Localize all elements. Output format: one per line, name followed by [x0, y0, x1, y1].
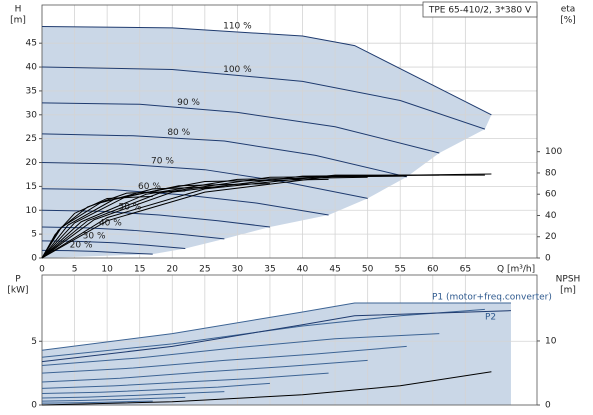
curve-label: 100 % — [223, 65, 252, 75]
curve — [41, 310, 511, 363]
curve — [41, 400, 153, 404]
y2-tick-label: 80 — [545, 168, 557, 178]
operating-range — [42, 303, 511, 405]
annotation: P1 (motor+freq.converter) — [432, 293, 552, 303]
x-tick-label: 0 — [39, 265, 45, 275]
y-tick-label: 10 — [26, 206, 38, 216]
secondary-curve — [41, 175, 407, 259]
secondary-curve — [41, 371, 492, 406]
x-tick-label: 45 — [329, 265, 340, 275]
x-tick-label: 40 — [297, 265, 309, 275]
y-tick-label: 40 — [26, 63, 38, 73]
y-axis-unit: [kW] — [7, 286, 28, 296]
y2-tick-label: 40 — [545, 211, 557, 221]
curve-label: 50 % — [118, 203, 141, 213]
operating-range — [42, 26, 492, 258]
x-tick-label: 60 — [427, 265, 439, 275]
x-tick-label: 55 — [394, 265, 405, 275]
curve — [41, 249, 153, 255]
y2-axis-unit: [m] — [560, 286, 576, 296]
curve — [41, 359, 368, 383]
y-tick-label: 5 — [31, 230, 37, 240]
x-tick-label: 5 — [72, 265, 78, 275]
y-tick-label: 35 — [26, 86, 37, 96]
y-tick-label: 5 — [31, 337, 37, 347]
x-tick-label: 25 — [199, 265, 210, 275]
chart-title: TPE 65-410/2, 3*380 V — [428, 6, 532, 16]
curve-label: 60 % — [138, 182, 161, 192]
plot-frame — [41, 4, 538, 259]
y-tick-label: 30 — [26, 110, 38, 120]
y2-tick-label: 60 — [545, 190, 557, 200]
curve — [41, 240, 186, 249]
y2-axis-label: eta — [561, 5, 576, 15]
curve — [41, 391, 225, 399]
x-axis-label: Q [m³/h] — [497, 265, 535, 275]
y-tick-label: 20 — [26, 158, 38, 168]
y-axis-label: P — [15, 275, 21, 285]
y2-tick-label: 10 — [545, 336, 557, 346]
curve — [41, 302, 511, 351]
title-box — [422, 1, 538, 18]
curve — [41, 333, 440, 366]
curve-label: 80 % — [167, 128, 190, 138]
secondary-curve — [41, 195, 153, 259]
curve — [41, 66, 486, 130]
curve — [41, 162, 368, 199]
secondary-curve — [41, 176, 368, 259]
curve — [41, 396, 186, 402]
curve — [41, 382, 270, 395]
x-tick-label: 20 — [167, 265, 179, 275]
curve — [41, 25, 492, 116]
y2-tick-label: 20 — [545, 232, 557, 242]
x-tick-label: 35 — [264, 265, 275, 275]
curve — [41, 226, 225, 240]
y-tick-label: 15 — [26, 182, 37, 192]
y-tick-label: 0 — [31, 401, 37, 411]
y-tick-label: 25 — [26, 134, 37, 144]
y-axis-label: H — [15, 5, 22, 15]
curve-label: 30 % — [83, 232, 106, 242]
curve-label: 70 % — [151, 156, 174, 166]
y2-tick-label: 100 — [545, 147, 562, 157]
curve — [41, 133, 407, 178]
curve — [41, 345, 407, 374]
y2-axis-label: NPSH — [556, 275, 581, 285]
curve-label: 20 % — [70, 240, 93, 250]
curve — [41, 372, 329, 389]
curve-label: 90 % — [177, 98, 200, 108]
x-tick-label: 50 — [362, 265, 374, 275]
y-tick-label: 45 — [26, 39, 37, 49]
curve-label: 40 % — [99, 219, 122, 229]
curve-label: 110 % — [223, 21, 252, 31]
x-tick-label: 15 — [134, 265, 145, 275]
y-tick-label: 0 — [31, 254, 37, 264]
x-tick-label: 30 — [232, 265, 244, 275]
y2-axis-unit: [%] — [560, 16, 576, 26]
secondary-curve — [41, 174, 440, 259]
x-tick-label: 65 — [460, 265, 471, 275]
annotation: P2 — [485, 313, 496, 323]
y2-tick-label: 0 — [545, 401, 551, 411]
y2-tick-label: 0 — [545, 254, 551, 264]
plot-frame — [41, 274, 538, 406]
y-axis-unit: [m] — [10, 16, 26, 26]
curve — [41, 102, 440, 154]
x-tick-label: 10 — [101, 265, 113, 275]
